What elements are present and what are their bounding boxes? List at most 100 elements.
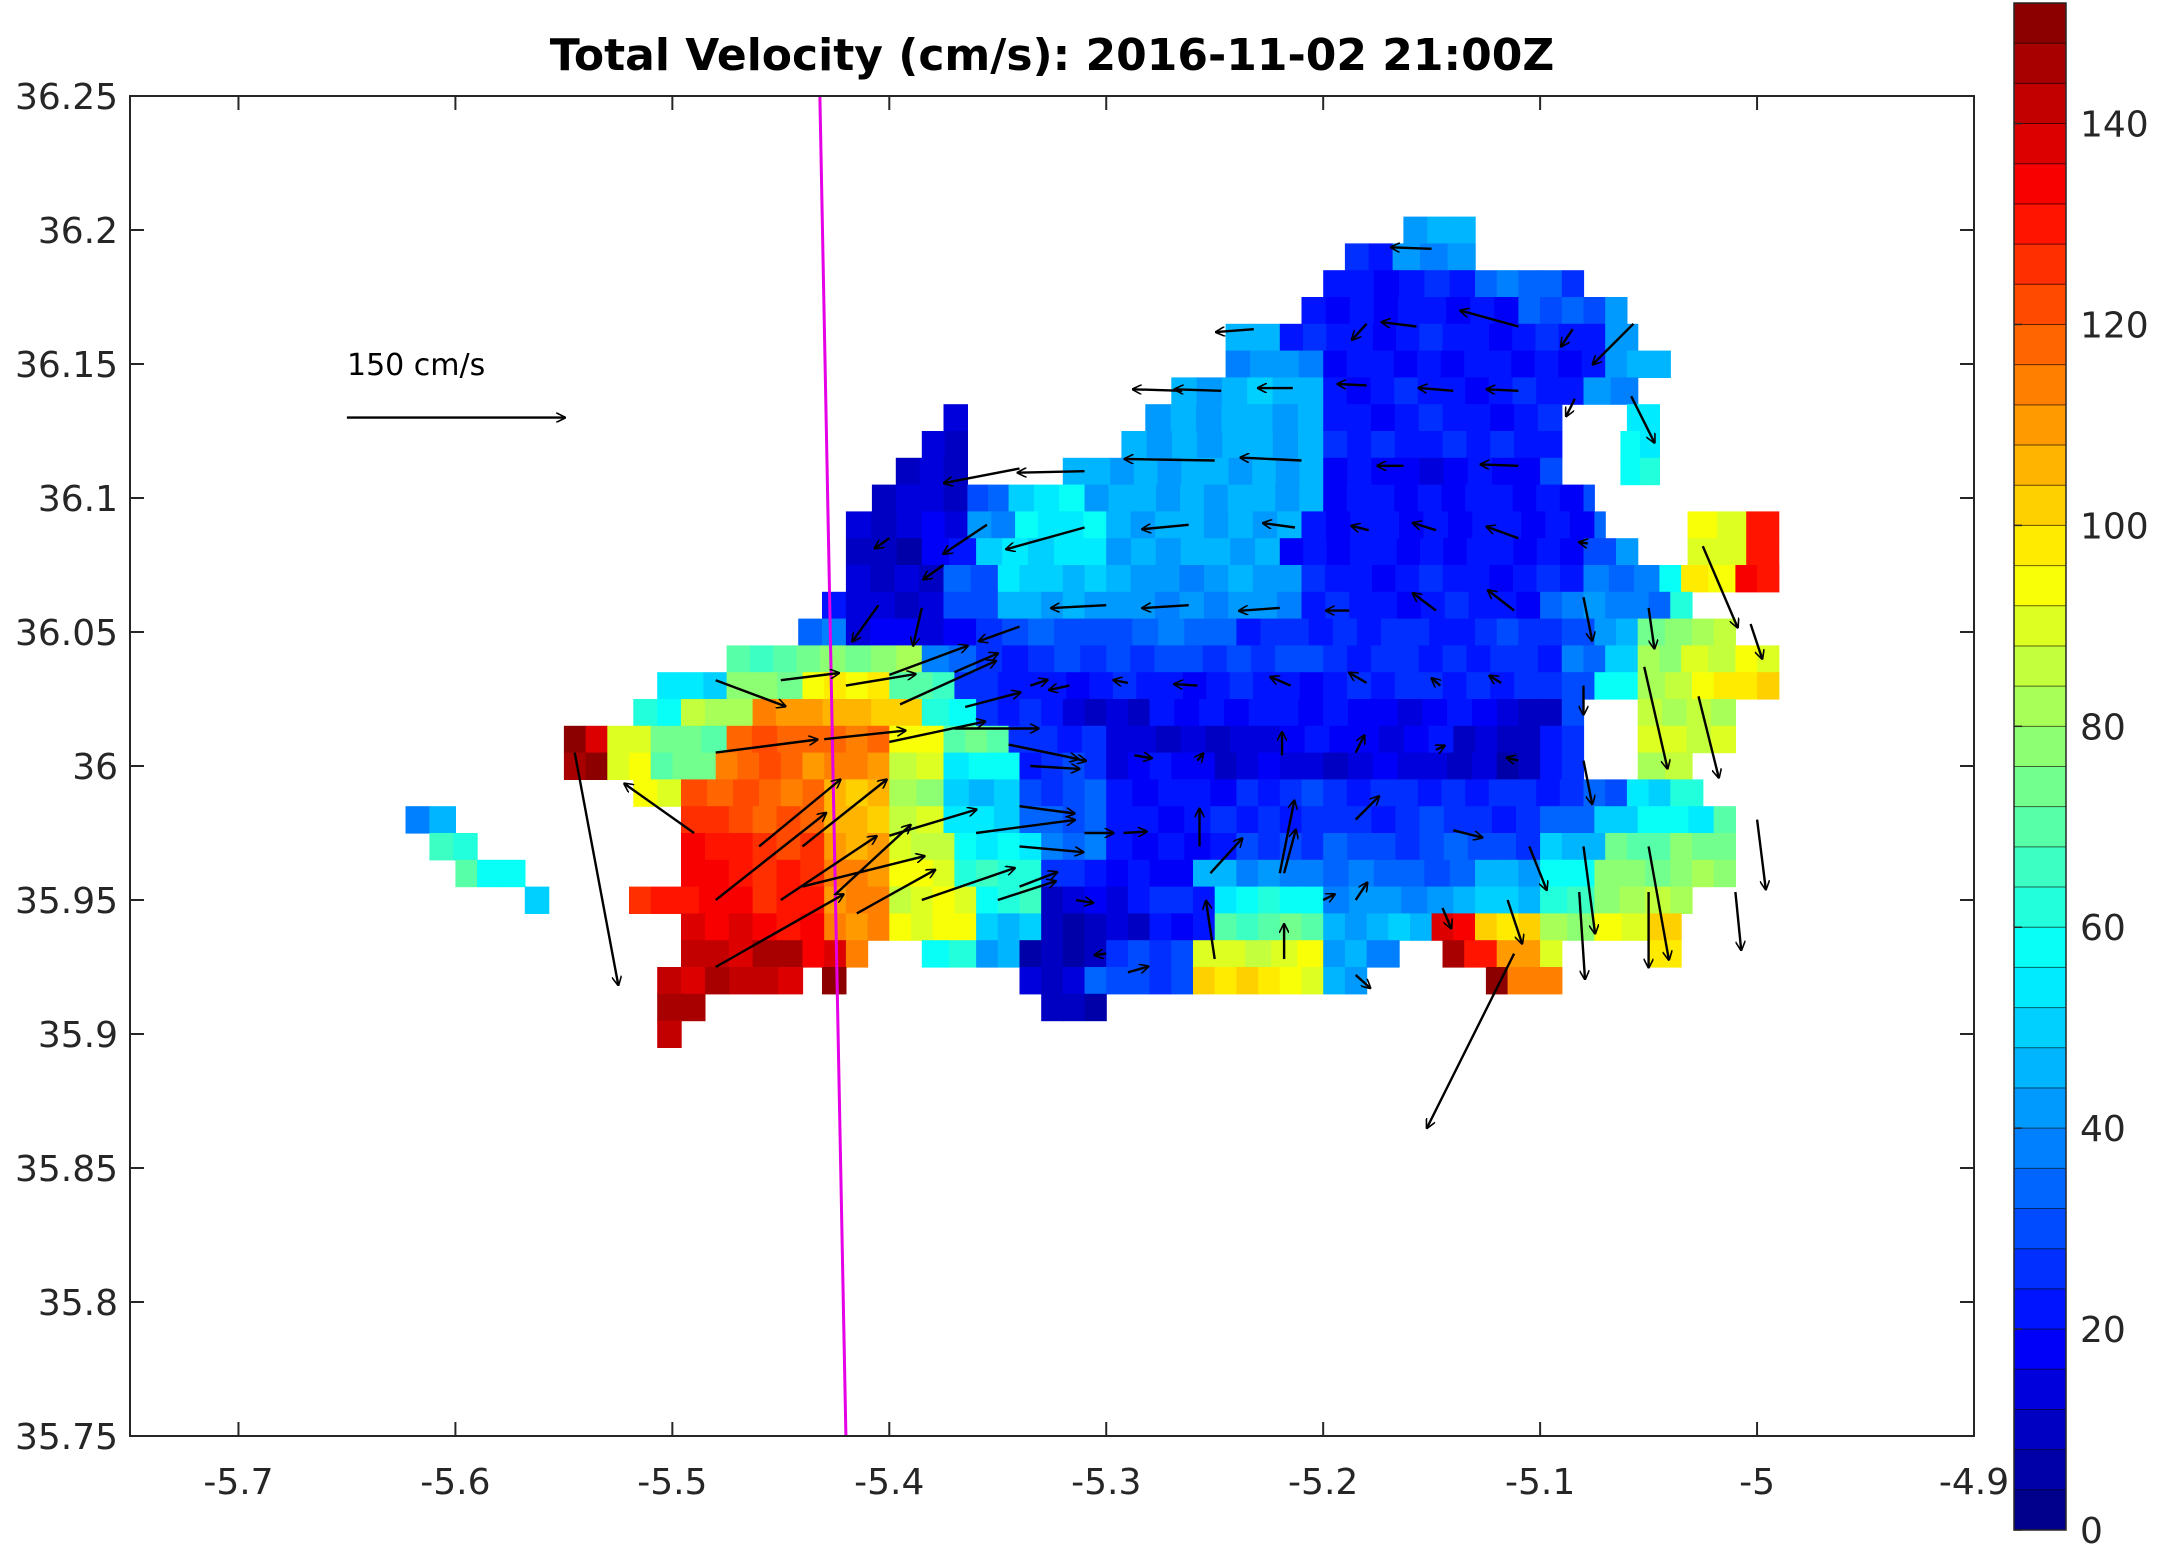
velocity-cell (1465, 484, 1490, 512)
velocity-cell (1236, 618, 1262, 646)
velocity-arrow (1019, 872, 1058, 888)
velocity-arrow (1427, 953, 1516, 1128)
velocity-cell (986, 725, 1010, 754)
velocity-cell (1664, 618, 1693, 646)
velocity-cell (1594, 511, 1606, 539)
velocity-cell (1467, 457, 1493, 486)
velocity-cell (1155, 565, 1180, 593)
colorbar-band (2014, 1489, 2066, 1531)
velocity-cell (737, 752, 760, 780)
velocity-cell (1323, 484, 1348, 512)
velocity-cell (1019, 565, 1042, 593)
colorbar-tick-label: 100 (2080, 506, 2149, 547)
velocity-cell (1536, 779, 1561, 807)
velocity-cell (1368, 243, 1394, 271)
velocity-cell (1203, 511, 1229, 539)
colorbar-band (2014, 83, 2066, 125)
velocity-cell (728, 833, 754, 861)
velocity-cell (1224, 699, 1250, 727)
velocity-cell (703, 672, 728, 700)
velocity-cell (681, 779, 708, 807)
velocity-cell (1540, 967, 1563, 995)
velocity-cell (1348, 699, 1374, 727)
velocity-cell (1301, 779, 1324, 807)
velocity-cell (991, 511, 1016, 539)
velocity-arrow (1142, 605, 1189, 608)
velocity-cell (704, 913, 730, 941)
colorbar-band (2014, 1369, 2066, 1410)
velocity-cell (1393, 350, 1418, 378)
x-tick-label: -5.1 (1505, 1462, 1575, 1503)
velocity-cell (1648, 350, 1671, 378)
velocity-cell (1757, 565, 1780, 593)
velocity-cell (1405, 618, 1430, 646)
velocity-cell (1410, 913, 1433, 941)
velocity-cell (1516, 833, 1541, 861)
velocity-cell (1535, 323, 1560, 352)
velocity-cell (1106, 886, 1129, 914)
y-tick-label: 36 (72, 747, 118, 788)
velocity-cell (1513, 565, 1538, 593)
x-tick-label: -5.7 (203, 1462, 273, 1503)
velocity-cell (824, 672, 847, 700)
velocity-cell (1395, 806, 1421, 834)
velocity-cell (1373, 538, 1398, 566)
colorbar-band (2014, 1248, 2066, 1290)
velocity-cell (1516, 806, 1541, 834)
velocity-cell (1626, 833, 1650, 861)
velocity-cell (1403, 216, 1428, 244)
velocity-cell (970, 565, 999, 593)
velocity-cell (1496, 859, 1519, 888)
velocity-cell (715, 752, 738, 780)
colorbar-band (2014, 244, 2066, 285)
velocity-cell (895, 484, 921, 512)
velocity-cell (1466, 645, 1491, 673)
velocity-cell (1616, 806, 1639, 834)
velocity-cell (976, 538, 1003, 566)
velocity-cell (1662, 725, 1688, 754)
velocity-cell (1171, 886, 1194, 914)
velocity-cell (1347, 457, 1372, 486)
velocity-cell (1106, 591, 1132, 620)
velocity-cell (1273, 699, 1299, 727)
velocity-arrow (1197, 753, 1203, 760)
velocity-cell (1475, 270, 1498, 298)
velocity-cell (1019, 806, 1042, 834)
velocity-cell (976, 859, 999, 888)
velocity-cell (1325, 591, 1350, 620)
velocity-cell (1428, 725, 1454, 754)
velocity-cell (1210, 779, 1237, 807)
velocity-arrow (1270, 677, 1292, 687)
chart-title: Total Velocity (cm/s): 2016-11-02 21:00Z (550, 30, 1555, 81)
velocity-arrow (1123, 832, 1147, 834)
velocity-cell (1583, 591, 1606, 620)
velocity-cell (1323, 350, 1348, 378)
velocity-cell (1159, 672, 1184, 700)
velocity-cell (1397, 752, 1423, 780)
velocity-cell (1594, 672, 1617, 700)
velocity-cell (1127, 886, 1151, 914)
velocity-arrow (801, 780, 887, 848)
velocity-cell (867, 752, 890, 780)
velocity-cell (1518, 752, 1541, 780)
velocity-cell (1670, 886, 1693, 914)
velocity-cell (1106, 699, 1129, 727)
velocity-cell (1002, 645, 1029, 673)
velocity-cell (657, 993, 682, 1022)
velocity-cell (1062, 886, 1086, 914)
velocity-cell (1041, 591, 1064, 620)
velocity-cell (728, 699, 754, 727)
velocity-cell (1298, 350, 1324, 378)
velocity-cell (704, 806, 730, 834)
velocity-cell (1594, 859, 1621, 888)
velocity-cell (867, 806, 890, 834)
velocity-arrow (1352, 322, 1368, 340)
colorbar-tick-label: 40 (2080, 1109, 2126, 1150)
velocity-cell (1757, 672, 1780, 700)
colorbar-band (2014, 163, 2066, 205)
velocity-cell (1583, 779, 1606, 807)
velocity-cell (1536, 538, 1561, 566)
velocity-cell (1149, 940, 1172, 968)
velocity-cell (1370, 431, 1396, 459)
velocity-cell (501, 859, 526, 888)
